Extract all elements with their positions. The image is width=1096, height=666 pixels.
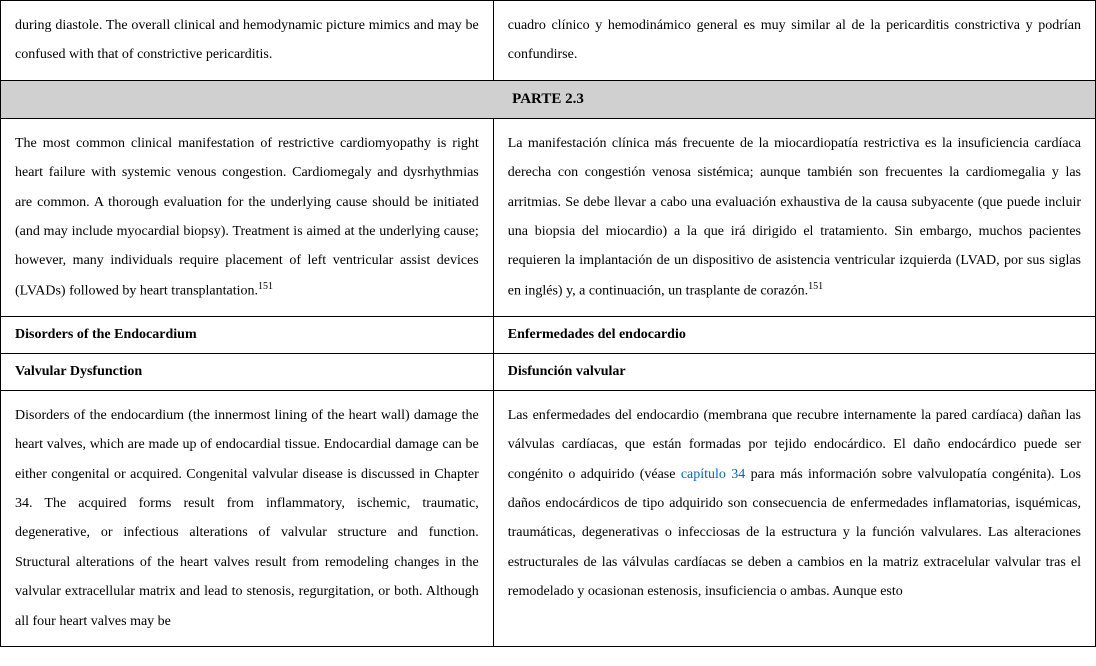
section-band-row: PARTE 2.3 [1, 80, 1096, 118]
text: para más información sobre valvulopatía … [508, 467, 1081, 600]
citation-superscript: 151 [808, 281, 823, 292]
heading-es-disorders: Enfermedades del endocardio [493, 316, 1095, 353]
text: during diastole. The overall clinical an… [15, 18, 479, 62]
heading-es-valvular: Disfunción valvular [493, 353, 1095, 390]
heading-text: Disfunción valvular [508, 364, 626, 379]
translation-table: during diastole. The overall clinical an… [0, 0, 1096, 647]
table-row: Disorders of the Endocardium Enfermedade… [1, 316, 1096, 353]
heading-text: Enfermedades del endocardio [508, 327, 686, 342]
cell-es-manifestation: La manifestación clínica más frecuente d… [493, 118, 1095, 316]
table-row: during diastole. The overall clinical an… [1, 1, 1096, 81]
section-band-label: PARTE 2.3 [512, 91, 584, 107]
cell-en-endocardium: Disorders of the endocardium (the innerm… [1, 390, 494, 646]
link-text: capítulo 34 [681, 467, 745, 482]
cell-en-manifestation: The most common clinical manifestation o… [1, 118, 494, 316]
cell-en-top: during diastole. The overall clinical an… [1, 1, 494, 81]
table-row: Valvular Dysfunction Disfunción valvular [1, 353, 1096, 390]
table-row: The most common clinical manifestation o… [1, 118, 1096, 316]
cell-es-endocardium: Las enfermedades del endocardio (membran… [493, 390, 1095, 646]
citation-superscript: 151 [258, 281, 273, 292]
chapter-34-link[interactable]: capítulo 34 [681, 467, 745, 482]
heading-text: Disorders of the Endocardium [15, 327, 197, 342]
text: cuadro clínico y hemodinámico general es… [508, 18, 1081, 62]
heading-en-valvular: Valvular Dysfunction [1, 353, 494, 390]
table-row: Disorders of the endocardium (the innerm… [1, 390, 1096, 646]
section-band: PARTE 2.3 [1, 80, 1096, 118]
cell-es-top: cuadro clínico y hemodinámico general es… [493, 1, 1095, 81]
heading-en-disorders: Disorders of the Endocardium [1, 316, 494, 353]
heading-text: Valvular Dysfunction [15, 364, 142, 379]
text: The most common clinical manifestation o… [15, 136, 479, 299]
text: La manifestación clínica más frecuente d… [508, 136, 1081, 299]
text: Disorders of the endocardium (the innerm… [15, 408, 479, 629]
